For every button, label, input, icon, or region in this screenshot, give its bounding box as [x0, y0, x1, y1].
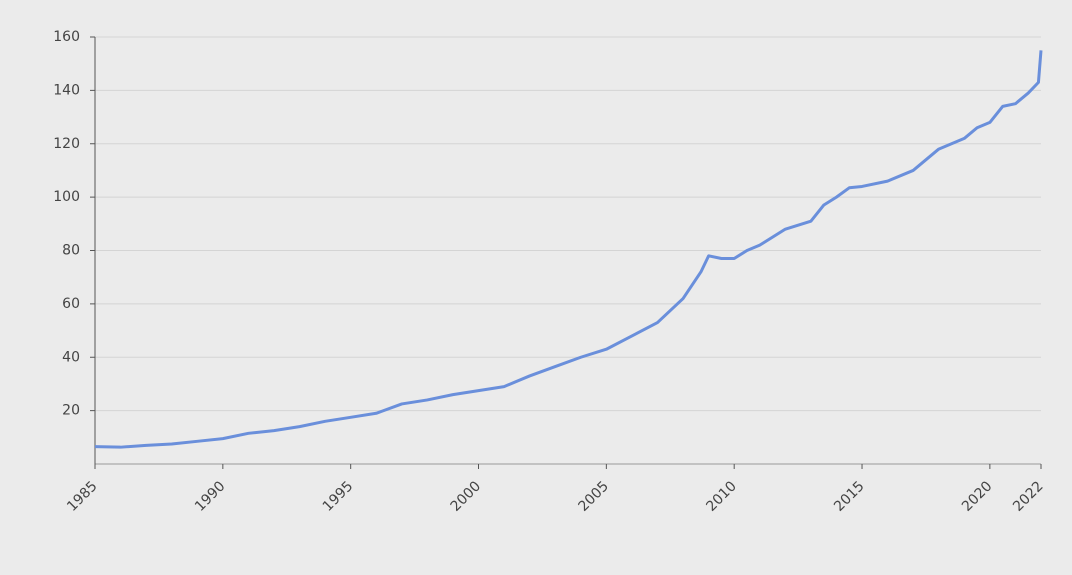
- x-tick-label: 2010: [703, 478, 740, 515]
- y-tick-label: 100: [53, 189, 80, 205]
- y-tick-label: 160: [53, 29, 80, 45]
- x-tick-label: 2022: [1010, 478, 1047, 515]
- x-tick-label: 1985: [64, 478, 101, 515]
- x-tick-label: 2000: [448, 478, 485, 515]
- y-tick-label: 80: [62, 243, 80, 259]
- x-tick-label: 2015: [831, 478, 868, 515]
- x-tick-label: 2020: [959, 478, 996, 515]
- line: [94, 50, 1043, 449]
- y-tick-label: 60: [62, 296, 80, 312]
- x-tick-label: 1990: [192, 478, 229, 515]
- y-tick-label: 20: [62, 403, 80, 419]
- y-tick-label: 140: [53, 82, 80, 98]
- x-tick-label: 2005: [575, 478, 612, 515]
- y-tick-label: 120: [53, 136, 80, 152]
- y-tick-label: 40: [62, 349, 80, 365]
- x-tick-label: 1995: [320, 478, 357, 515]
